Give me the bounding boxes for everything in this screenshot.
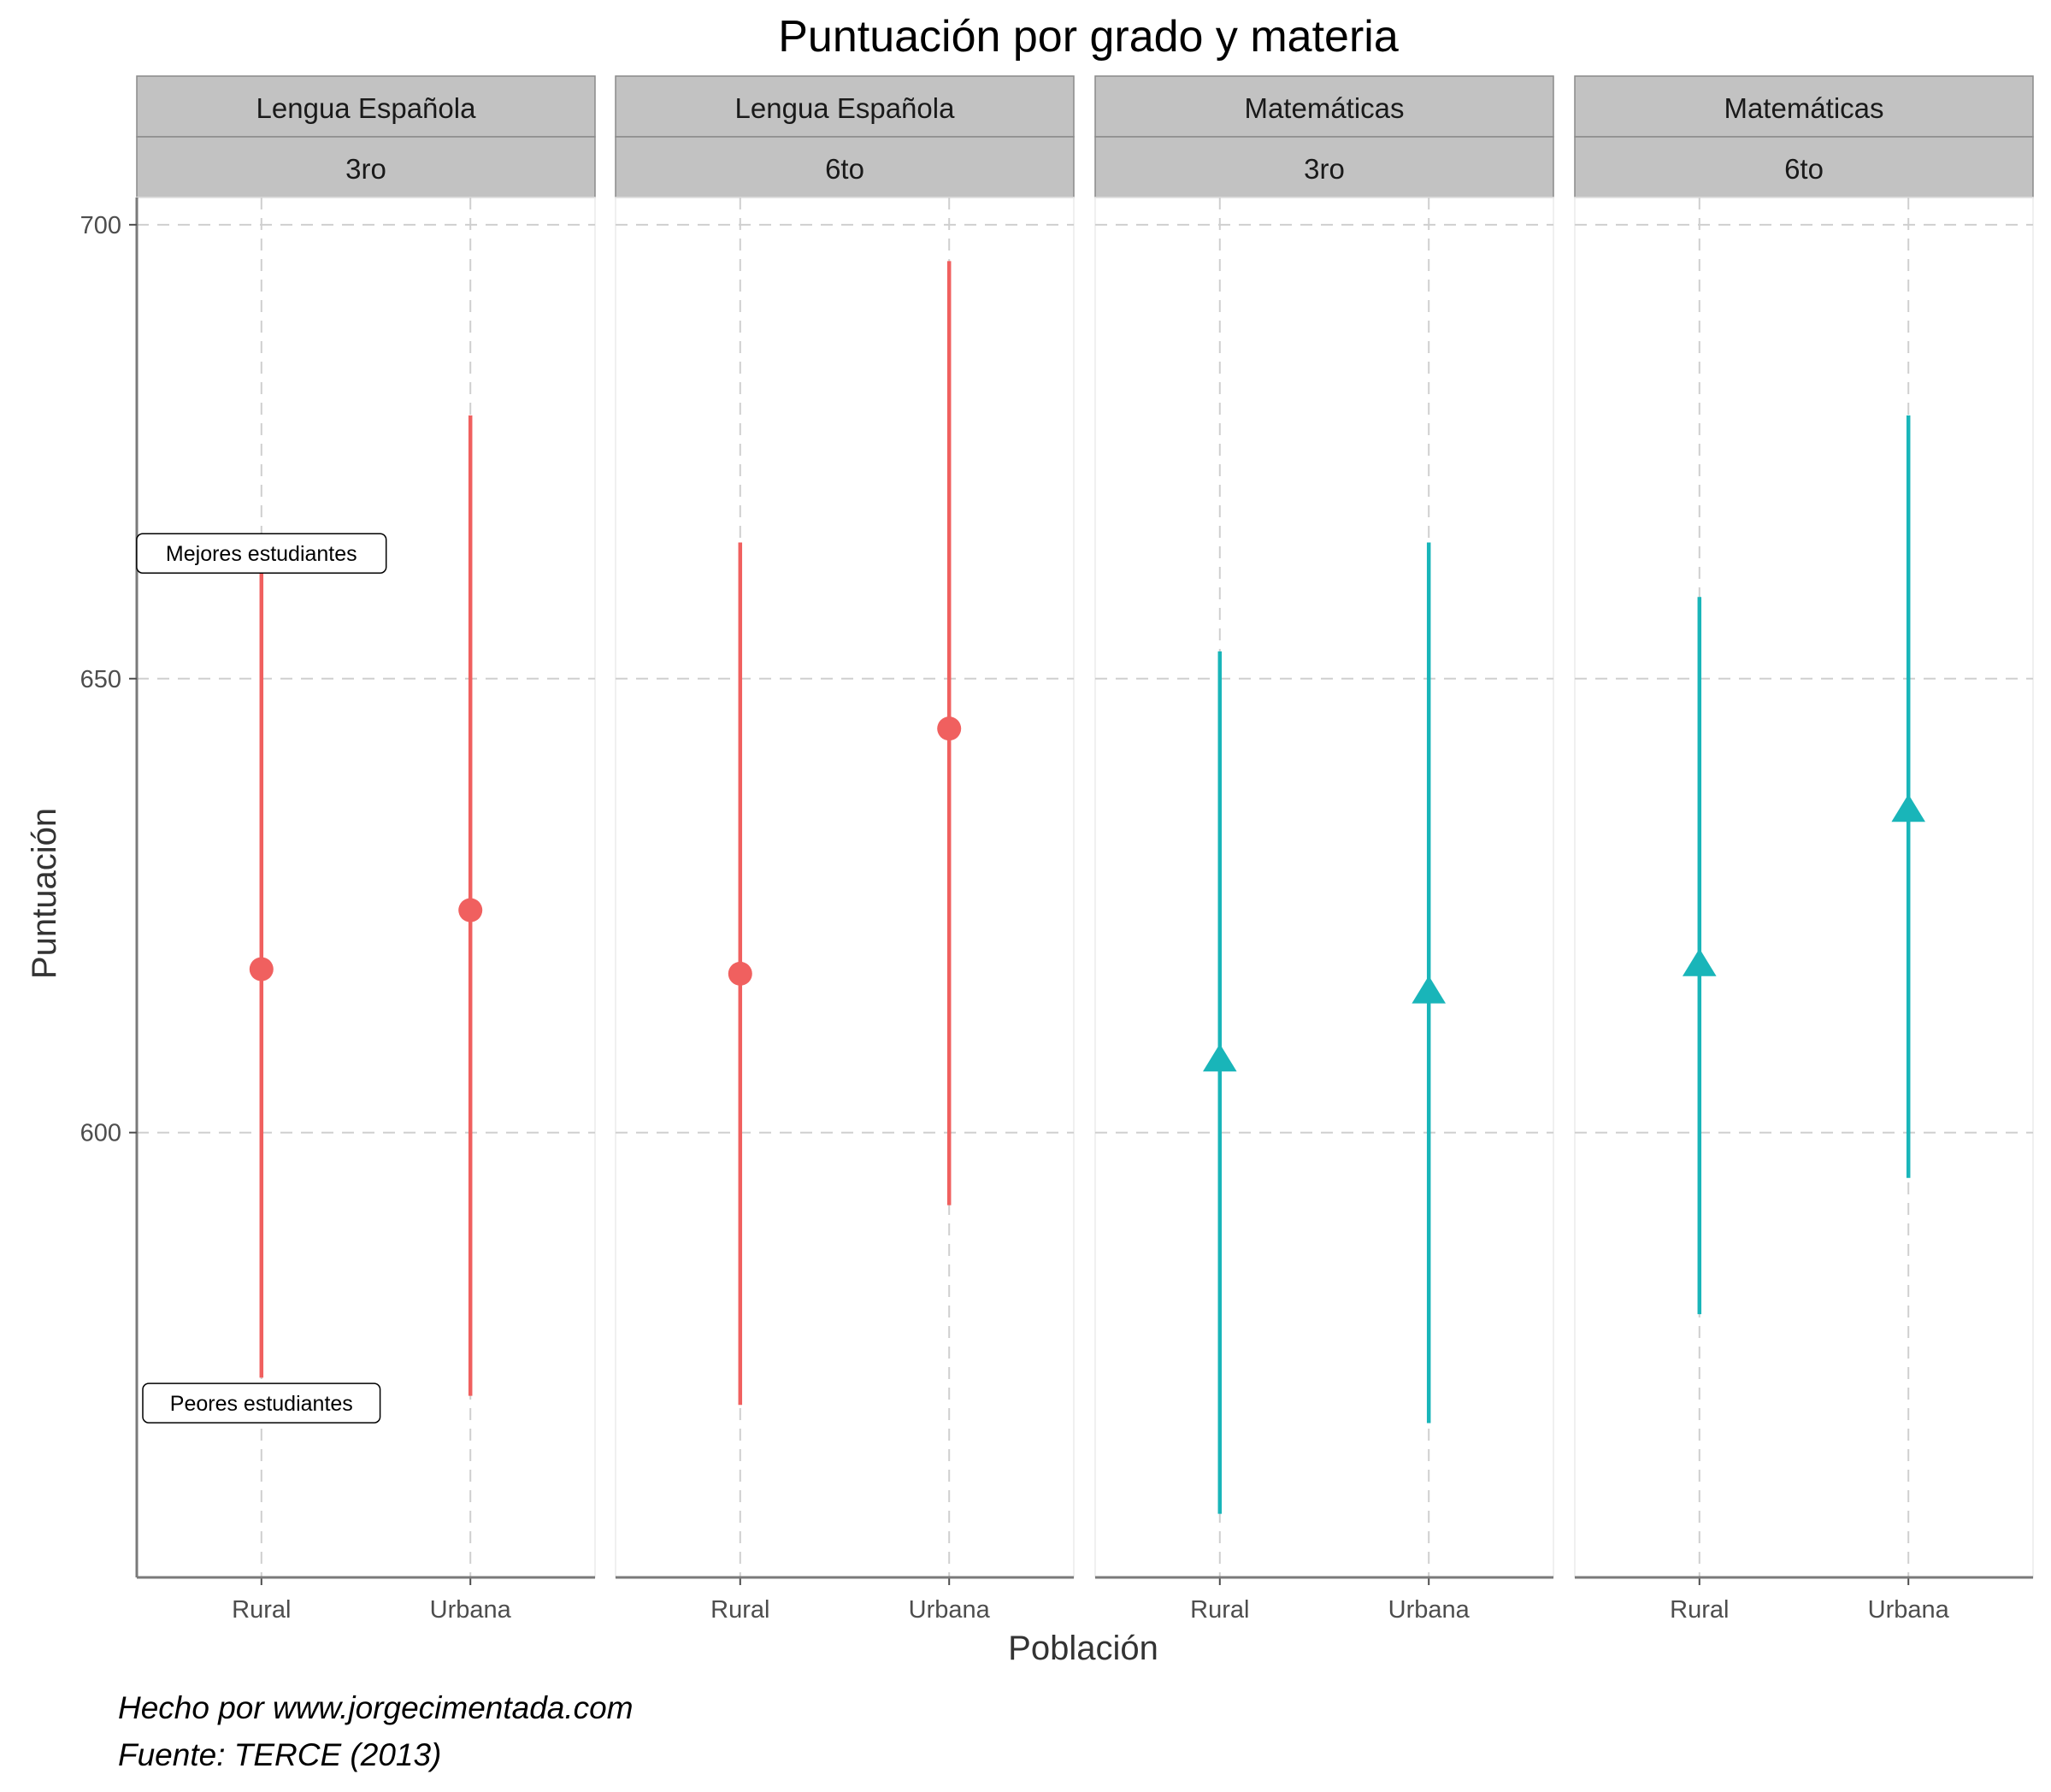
- y-tick-label: 650: [80, 666, 121, 693]
- caption-line-1: Hecho por www.jorgecimentada.com: [118, 1690, 634, 1725]
- y-tick-label: 600: [80, 1120, 121, 1147]
- mean-point: [249, 957, 274, 981]
- facet-panel-2: Lengua Española 6to Rural Urbana: [615, 75, 1075, 1624]
- facet-strip-subject: [136, 75, 596, 138]
- facet-strip-subject: [1094, 75, 1554, 138]
- facet-strip-subject: [1574, 75, 2034, 138]
- panels-layer: Lengua Española 3ro Rural Urbana 600 650 700 Me…: [80, 75, 2034, 1624]
- facet-strip-subject-label: Matemáticas: [1724, 92, 1883, 124]
- x-tick-label: Rural: [232, 1596, 291, 1624]
- facet-strip-grade-label: 3ro: [345, 153, 386, 185]
- facet-strip-grade-label: 6to: [1784, 153, 1824, 185]
- x-tick-label: Rural: [1190, 1596, 1249, 1624]
- caption-line-2: Fuente: TERCE (2013): [118, 1737, 441, 1772]
- facet-strip-subject-label: Lengua Española: [256, 92, 477, 124]
- annotation-label: Peores estudiantes: [170, 1392, 353, 1416]
- facet-panel-3: Matemáticas 3ro Rural Urbana: [1094, 75, 1554, 1624]
- facet-strip-subject-label: Lengua Española: [735, 92, 956, 124]
- chart-title: Puntuación por grado y materia: [778, 12, 1399, 62]
- x-tick-label: Urbana: [1868, 1596, 1950, 1624]
- x-tick-label: Urbana: [1388, 1596, 1470, 1624]
- y-tick-label: 700: [80, 212, 121, 239]
- annotation-box: [136, 533, 387, 574]
- facet-strip-grade-label: 6to: [825, 153, 864, 185]
- facet-strip-grade: [136, 136, 596, 198]
- mean-point: [937, 716, 962, 741]
- x-axis-title: Población: [1008, 1630, 1158, 1667]
- facet-panel-1: Lengua Española 3ro Rural Urbana 600 650 700 Me…: [80, 75, 596, 1624]
- y-axis-title: Puntuación: [26, 808, 63, 979]
- facet-strip-subject-label: Matemáticas: [1244, 92, 1404, 124]
- annotation-box: [142, 1382, 381, 1424]
- panel-border: [615, 197, 1075, 1578]
- facet-strip-grade: [615, 136, 1075, 198]
- mean-point: [1412, 976, 1447, 1004]
- facet-strip-grade: [1574, 136, 2034, 198]
- mean-point: [728, 961, 752, 986]
- mean-point: [1891, 793, 1926, 822]
- annotation-label: Mejores estudiantes: [166, 542, 357, 566]
- panel-border: [1574, 197, 2034, 1578]
- x-tick-label: Urbana: [430, 1596, 512, 1624]
- panel-border: [136, 197, 596, 1578]
- mean-point: [1202, 1043, 1237, 1072]
- facet-panel-4: Matemáticas 6to Rural Urbana: [1574, 75, 2034, 1624]
- x-tick-label: Rural: [710, 1596, 769, 1624]
- panel-border: [1094, 197, 1554, 1578]
- mean-point: [1682, 948, 1717, 976]
- x-tick-label: Urbana: [909, 1596, 991, 1624]
- x-tick-label: Rural: [1670, 1596, 1729, 1624]
- facet-strip-grade-label: 3ro: [1304, 153, 1345, 185]
- mean-point: [458, 898, 483, 923]
